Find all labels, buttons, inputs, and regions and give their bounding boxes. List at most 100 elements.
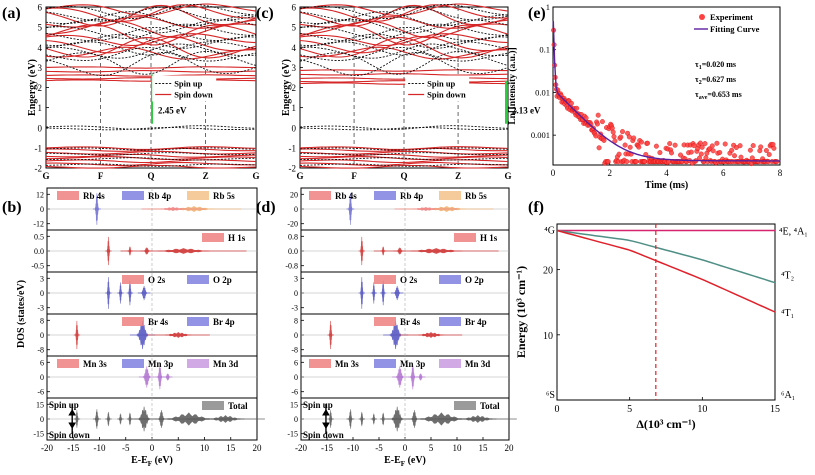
legend-swatch-experiment [699,14,705,20]
dos-peak-up [327,320,334,336]
y-tick-label: 8 [294,316,298,325]
dos-peak-down [92,418,101,429]
dos-peak-up [155,410,168,420]
dos-peak-up [370,413,377,420]
spin-down-band [45,4,257,27]
dos-peak-down [73,418,81,428]
dos-peak-up [120,248,247,252]
experiment-point [714,140,720,146]
kpoint-label: F [98,171,104,181]
dos-panel-d: 20 0 -20 Rb 4s Rb 4p Rb 5s 0.8 0.0 -0.8 H 1s 3 0 -3 O… [285,187,517,468]
experiment-point [639,139,645,145]
experiment-point [709,143,715,149]
legend-label: O 2s [148,275,166,285]
state-label: ⁴T₁ [781,308,794,319]
legend-label: Br 4s [148,317,169,327]
x-tick-label: 2 [608,168,613,178]
experiment-point [672,142,678,148]
y-tick-label: -2 [289,164,297,174]
y-tick-label: 12 [36,190,44,199]
spin-up-band [299,152,509,156]
dos-peak-down [129,334,156,350]
x-tick-label: 5 [627,404,632,415]
y-tick-label: -3 [291,304,298,313]
y-tick-label: 1 [292,103,297,113]
legend-label: H 1s [228,233,246,243]
experiment-point [771,145,777,151]
y-tick-label: 0 [294,289,298,298]
dos-peak-down [373,250,499,254]
state-label: ⁶A₁ [781,390,795,401]
spin-up-band [45,152,257,156]
kpoint-label: G [42,171,49,181]
y-tick-label: -6 [37,388,44,397]
spin-down-band [45,24,257,46]
y-tick-label: -3 [37,304,44,313]
legend-swatch [202,401,224,410]
y-tick-label: 6 [40,358,44,367]
dos-peak-up [415,373,426,378]
y-tick-label: 1 [546,2,550,12]
dos-peak-up [105,277,112,294]
dos-peak-up [73,320,81,336]
energy-level-curve [556,229,776,284]
dos-peak-down [126,292,134,306]
state-label: ⁶S [546,390,555,401]
x-axis-label: E-EF (eV) [384,455,426,468]
spin-up-band [299,147,509,151]
tau-annotation: τ1=0.020 ms [695,60,736,71]
experiment-point [758,144,764,150]
experiment-point [596,145,602,151]
legend-swatch [454,401,476,410]
y-tick-label: 15 [36,400,44,409]
dos-peak-down [358,250,365,266]
legend-label: Total [228,401,248,411]
experiment-point [574,105,580,111]
kpoint-label: G [252,171,259,181]
dos-peak-down [399,334,463,339]
dos-peak-down [163,376,173,381]
dos-peak-up [126,412,134,420]
legend-label: Rb 4s [335,191,357,201]
y-tick-label: 0 [40,205,44,214]
dos-peak-down [438,418,517,423]
experiment-point [710,148,716,154]
dos-peak-up [105,236,112,252]
y-tick-label: 0 [294,331,298,340]
dos-panel-b: 12 0 -12 Rb 4s Rb 4p Rb 5s 0.5 0.0 -0.5 H 1s 3 0 -3 O… [16,187,265,468]
state-label: ⁴E, ⁴A₁ [779,227,808,238]
dos-peak-down [415,376,426,381]
x-tick-label: -5 [375,443,383,453]
dos-peak-up [384,406,410,420]
y-tick-label: 10 [543,331,553,342]
dos-peak-down [155,418,168,428]
spin-down-band [45,150,257,155]
spin-down-label: Spin down [303,430,344,440]
dos-peak-down [383,334,409,350]
y-tick-label: 3 [294,274,298,283]
dos-peak-down [380,418,387,426]
panel-label: (f) [528,199,544,216]
dos-peak-down [120,250,247,254]
y-tick-label: 6 [292,3,297,13]
spin-up-band [45,47,257,62]
dos-peak-down [370,418,377,425]
legend-label: Br 4p [213,317,235,327]
y-tick-label: 0 [40,415,44,424]
experiment-point [766,151,772,157]
experiment-point [568,100,574,106]
x-axis-label: Δ(10³ cm⁻¹) [636,417,695,431]
spin-down-band [45,164,257,169]
spin-down-band [299,80,509,83]
experiment-point [599,119,605,125]
spin-up-band [299,51,509,75]
y-tick-label: 15 [290,400,298,409]
y-tick-label: 0 [292,123,297,133]
y-tick-label: 3 [38,63,43,73]
spin-up-band [299,157,508,161]
spin-down-band [46,156,257,160]
spin-down-band [45,35,257,54]
tau-annotation: τ2=0.627 ms [695,75,736,86]
x-tick-label: 10 [453,443,463,453]
dos-peak-up [126,246,134,252]
